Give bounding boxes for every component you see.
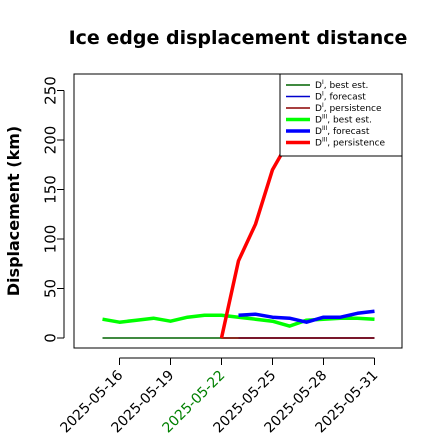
legend-label: DIII, forecast [315,125,370,137]
y-tick-label: 200 [42,126,60,155]
series-line-dIII-forecast [238,309,375,324]
legend-label: DIII, best est. [315,114,372,126]
legend-label: DI, persistence [315,102,382,114]
legend-label: DIII, persistence [315,137,386,149]
y-tick-label: 0 [42,333,60,343]
y-tick-label: 50 [42,279,60,298]
y-tick-label: 150 [42,175,60,204]
legend-label: DI, forecast [315,91,366,103]
plot-frame [73,73,403,349]
y-tick-label: 100 [42,225,60,254]
y-axis-label: Displacement (km) [4,126,23,296]
legend-label: DI, best est. [315,79,368,91]
chart-title: Ice edge displacement distance [69,27,408,49]
y-tick-label: 250 [42,76,60,105]
